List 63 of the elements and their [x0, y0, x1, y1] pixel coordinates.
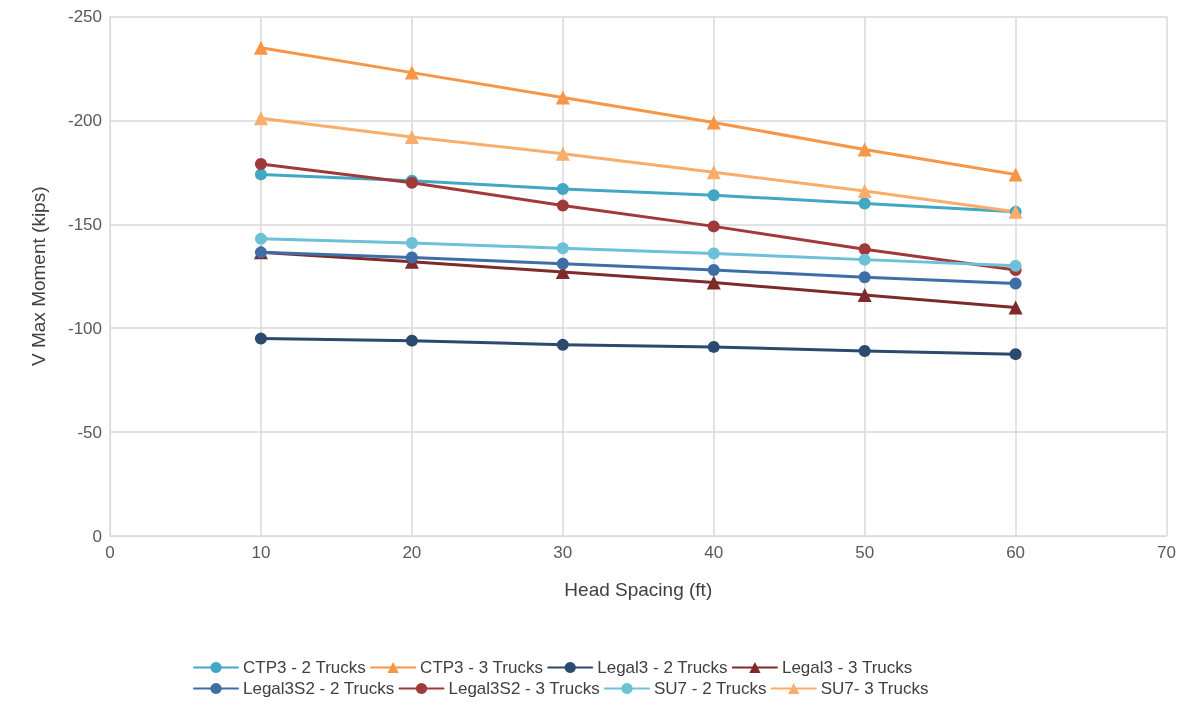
point — [857, 142, 872, 157]
point — [405, 251, 418, 264]
x-tick-label: 20 — [402, 543, 422, 562]
point — [556, 242, 569, 255]
point — [556, 257, 569, 270]
point — [556, 199, 569, 212]
x-tick-label: 0 — [105, 543, 115, 562]
x-tick-label: 70 — [1157, 543, 1177, 562]
point — [707, 247, 720, 260]
point — [555, 90, 570, 105]
point — [706, 115, 721, 130]
x-tick-label: 40 — [704, 543, 724, 562]
point — [254, 232, 267, 245]
y-tick-label: -100 — [67, 318, 102, 338]
y-tick-label: -250 — [67, 7, 102, 26]
point — [707, 220, 720, 233]
point — [858, 253, 871, 266]
legend-label: CTP3 - 3 Trucks — [420, 658, 543, 677]
point — [254, 158, 267, 171]
point — [1009, 277, 1022, 290]
point — [706, 275, 721, 290]
point — [405, 334, 418, 347]
legend-label: Legal3S2 - 3 Trucks — [448, 679, 600, 698]
y-tick-label: -150 — [67, 214, 102, 234]
point — [405, 237, 418, 249]
point — [253, 40, 268, 55]
point — [404, 65, 419, 80]
point — [707, 264, 720, 277]
point — [253, 111, 268, 126]
point — [556, 182, 569, 195]
x-axis-title: Head Spacing (ft) — [564, 579, 713, 600]
x-tick-label: 10 — [251, 543, 271, 562]
point — [857, 287, 872, 302]
point — [707, 340, 720, 353]
legend-label: Legal3S2 - 2 Trucks — [243, 679, 395, 698]
y-tick-label: -50 — [77, 422, 102, 442]
point — [254, 332, 267, 345]
legend-label: CTP3 - 2 Trucks — [243, 658, 366, 677]
x-tick-label: 30 — [553, 543, 573, 562]
y-tick-label: -200 — [67, 110, 102, 130]
x-tick-label: 50 — [855, 543, 875, 562]
point — [706, 165, 721, 180]
legend-label: SU7- 3 Trucks — [820, 679, 929, 698]
y-axis-title: V Max Moment (kips) — [28, 186, 49, 366]
x-tick-label: 60 — [1006, 543, 1026, 562]
point — [254, 168, 267, 181]
point — [858, 271, 871, 284]
point — [1008, 300, 1023, 315]
point — [707, 189, 720, 202]
point — [1009, 348, 1022, 361]
point — [857, 184, 872, 199]
point — [404, 130, 419, 145]
point — [858, 197, 871, 210]
point — [1009, 259, 1022, 272]
point — [858, 243, 871, 256]
point — [858, 345, 871, 358]
point — [555, 146, 570, 161]
point — [1008, 167, 1023, 182]
y-tick-label: 0 — [92, 526, 102, 546]
legend-label: Legal3 - 3 Trucks — [781, 658, 913, 677]
legend-label: Legal3 - 2 Trucks — [597, 658, 728, 677]
legend-label: SU7 - 2 Trucks — [654, 679, 767, 698]
point — [556, 338, 569, 351]
